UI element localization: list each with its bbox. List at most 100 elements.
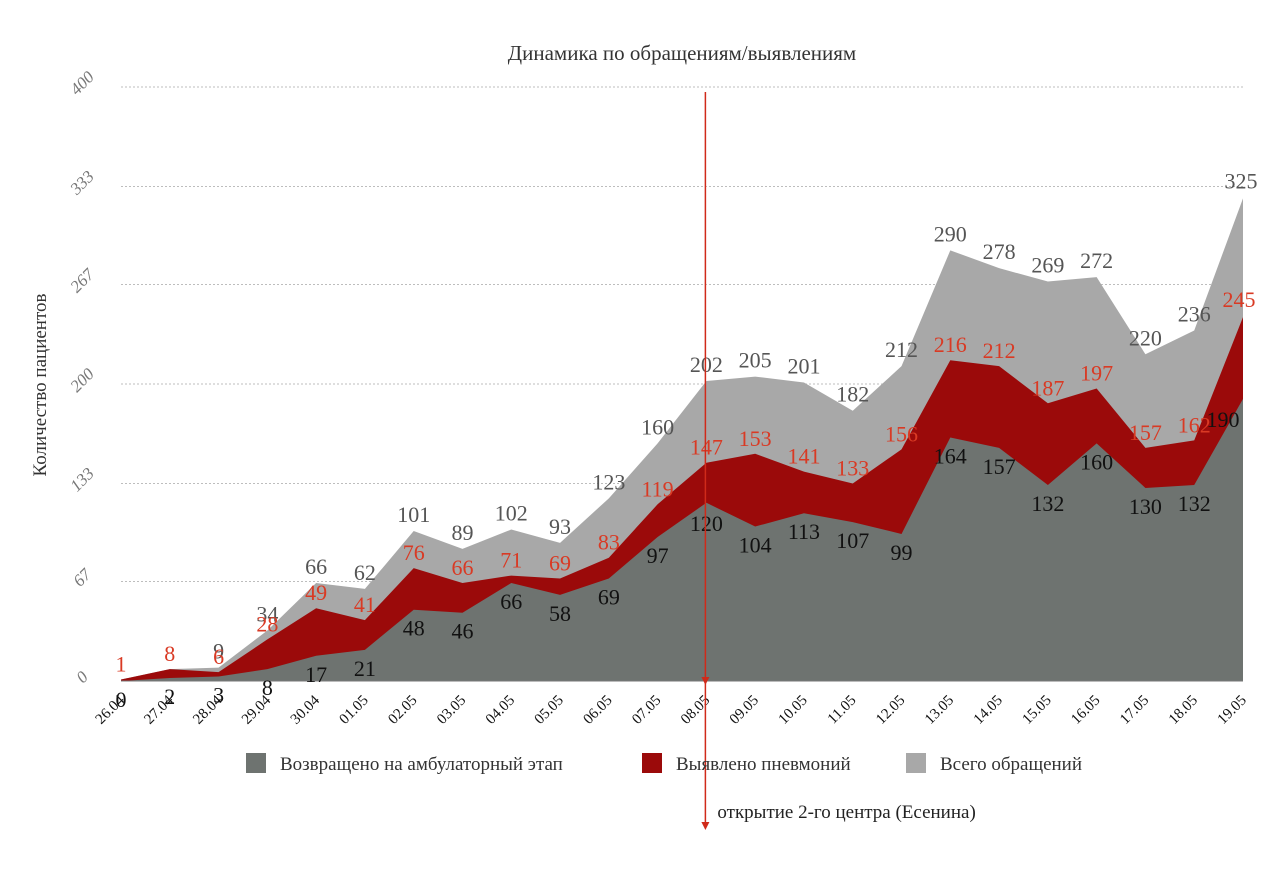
data-label-returned: 0	[116, 687, 127, 712]
data-label-total: 205	[739, 348, 772, 373]
x-tick-label: 08.05	[678, 693, 713, 728]
data-label-returned: 113	[788, 519, 820, 544]
data-label-pneumonia: 119	[642, 476, 674, 501]
data-label-returned: 66	[500, 589, 522, 614]
x-tick-label: 02.05	[385, 693, 420, 728]
legend-item-total: Всего обращений	[906, 753, 1082, 775]
x-tick-label: 01.05	[337, 693, 372, 728]
data-label-pneumonia: 157	[1129, 420, 1162, 445]
chart-title: Динамика по обращениям/выявлениям	[508, 41, 856, 65]
data-label-total: 220	[1129, 325, 1162, 350]
legend-item-returned: Возвращено на амбулаторный этап	[246, 753, 563, 775]
data-label-returned: 99	[891, 540, 913, 565]
data-label-pneumonia: 66	[451, 555, 473, 580]
x-tick-label: 12.05	[873, 693, 908, 728]
data-label-total: 272	[1080, 248, 1113, 273]
data-label-total: 269	[1031, 253, 1064, 278]
data-label-returned: 120	[690, 511, 723, 536]
data-label-pneumonia: 156	[885, 421, 918, 446]
x-tick-label: 13.05	[922, 693, 957, 728]
data-label-pneumonia: 6	[213, 644, 224, 669]
data-label-pneumonia: 69	[549, 551, 571, 576]
data-label-pneumonia: 141	[787, 444, 820, 469]
x-tick-label: 19.05	[1215, 693, 1250, 728]
data-label-returned: 104	[739, 533, 772, 558]
data-label-returned: 132	[1031, 491, 1064, 516]
data-label-pneumonia: 187	[1031, 375, 1064, 400]
data-label-returned: 157	[983, 454, 1016, 479]
annotation-arrow-down-icon	[701, 677, 710, 685]
data-label-total: 93	[549, 514, 571, 539]
data-label-pneumonia: 162	[1178, 412, 1211, 437]
series-areas	[121, 198, 1243, 682]
legend-item-pneumonia: Выявлено пневмоний	[642, 753, 851, 775]
data-label-total: 290	[934, 221, 967, 246]
data-label-total: 182	[836, 382, 869, 407]
data-label-pneumonia: 76	[403, 540, 425, 565]
x-tick-label: 06.05	[580, 693, 615, 728]
x-tick-label: 14.05	[971, 693, 1006, 728]
legend-swatch	[906, 753, 926, 773]
data-label-total: 66	[305, 554, 327, 579]
legend-swatch	[246, 753, 266, 773]
data-label-pneumonia: 49	[305, 580, 327, 605]
data-label-total: 89	[451, 520, 473, 545]
y-axis-ticks: 0 67 133 200 267 333 400	[66, 67, 99, 687]
x-tick-label: 04.05	[483, 693, 518, 728]
data-label-pneumonia: 28	[256, 611, 278, 636]
data-label-total: 325	[1225, 168, 1258, 193]
x-tick-label: 09.05	[727, 693, 762, 728]
data-label-total: 236	[1178, 302, 1211, 327]
data-label-pneumonia: 197	[1080, 360, 1113, 385]
data-label-returned: 160	[1080, 449, 1113, 474]
annotation-arrow-bottom-icon	[701, 822, 710, 830]
legend-label: Выявлено пневмоний	[676, 754, 851, 775]
data-label-pneumonia: 41	[354, 592, 376, 617]
y-tick-label: 333	[66, 167, 98, 199]
legend-label: Возвращено на амбулаторный этап	[280, 754, 563, 775]
y-tick-label: 267	[66, 264, 99, 297]
y-axis-label: Количество пациентов	[30, 293, 51, 476]
data-label-returned: 130	[1129, 494, 1162, 519]
data-label-returned: 164	[934, 443, 967, 468]
data-label-returned: 48	[403, 616, 425, 641]
data-label-pneumonia: 216	[934, 332, 967, 357]
data-label-total: 102	[495, 501, 528, 526]
y-tick-label: 400	[66, 67, 98, 99]
x-tick-label: 11.05	[825, 693, 860, 728]
data-label-pneumonia: 212	[983, 338, 1016, 363]
x-tick-label: 15.05	[1020, 693, 1055, 728]
data-label-total: 123	[592, 469, 625, 494]
legend-swatch	[642, 753, 662, 773]
data-label-total: 202	[690, 352, 723, 377]
data-label-pneumonia: 8	[164, 641, 175, 666]
x-tick-label: 18.05	[1166, 693, 1201, 728]
data-label-returned: 69	[598, 585, 620, 610]
data-label-returned: 107	[836, 528, 869, 553]
x-tick-label: 05.05	[532, 693, 567, 728]
data-label-pneumonia: 153	[739, 426, 772, 451]
x-tick-label: 16.05	[1068, 693, 1103, 728]
x-tick-label: 07.05	[629, 693, 664, 728]
data-label-returned: 2	[164, 684, 175, 709]
data-label-pneumonia: 71	[500, 548, 522, 573]
x-tick-label: 10.05	[776, 693, 811, 728]
x-tick-label: 17.05	[1117, 693, 1152, 728]
data-label-returned: 190	[1207, 407, 1240, 432]
annotation-text: открытие 2-го центра (Есенина)	[717, 802, 975, 823]
x-tick-label: 03.05	[434, 693, 469, 728]
data-label-returned: 8	[262, 675, 273, 700]
y-tick-label: 200	[66, 364, 98, 396]
x-tick-label: 30.04	[288, 692, 324, 728]
data-label-total: 34	[256, 602, 278, 627]
data-label-pneumonia: 83	[598, 530, 620, 555]
data-label-returned: 17	[305, 662, 327, 687]
annotation: открытие 2-го центра (Есенина)	[701, 92, 976, 830]
data-label-total: 160	[641, 414, 674, 439]
y-tick-label: 67	[69, 564, 96, 591]
legend: Возвращено на амбулаторный этап Выявлено …	[246, 753, 1082, 775]
y-tick-label: 133	[66, 464, 97, 495]
data-label-total: 212	[885, 337, 918, 362]
